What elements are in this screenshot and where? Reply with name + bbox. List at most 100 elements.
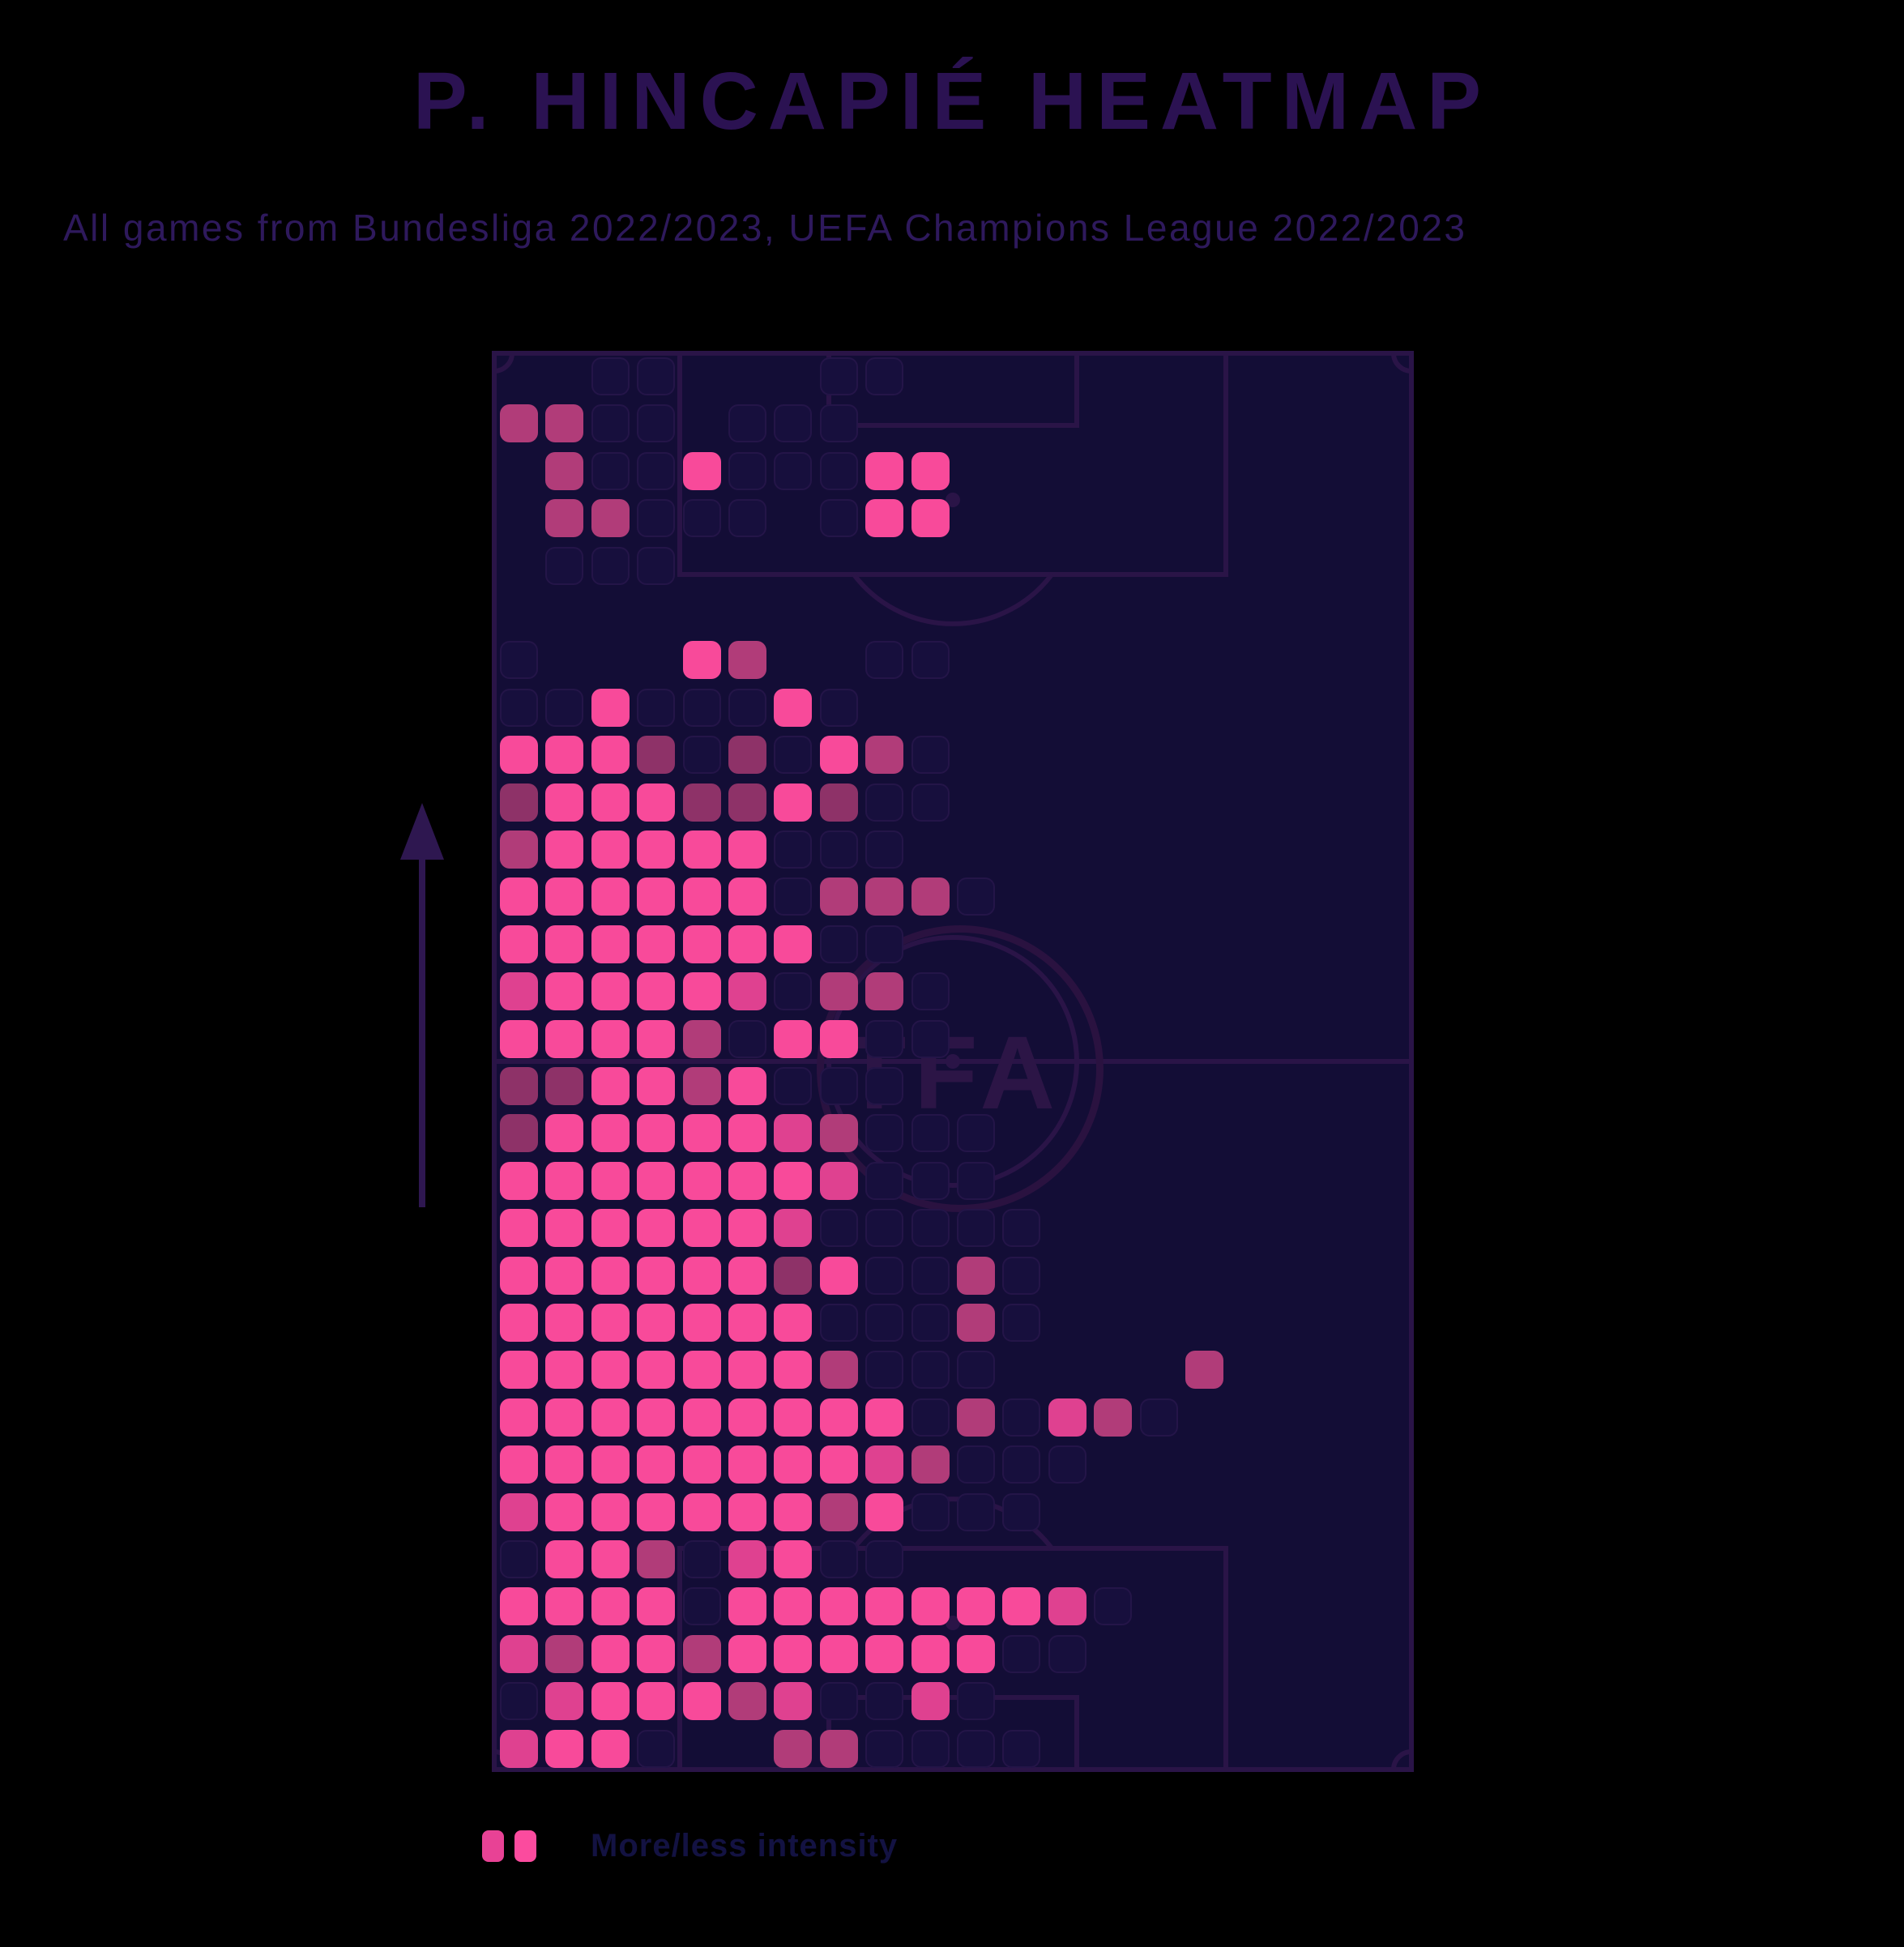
- heat-cell-ghost: [957, 1351, 995, 1389]
- heat-cell: [637, 925, 675, 963]
- heat-cell: [1094, 1398, 1132, 1437]
- heat-cell: [774, 1209, 812, 1247]
- heat-cell-ghost: [637, 452, 675, 490]
- heat-cell: [591, 1398, 630, 1437]
- heat-cell: [911, 1445, 950, 1484]
- heat-cell: [865, 1493, 903, 1531]
- heat-cell: [637, 783, 675, 822]
- heat-cell-ghost: [1002, 1493, 1040, 1531]
- heat-cell-ghost: [911, 1209, 950, 1247]
- heat-cell-ghost: [683, 499, 721, 537]
- heat-cell: [637, 1162, 675, 1200]
- heat-cell: [637, 1020, 675, 1058]
- heat-cell: [545, 452, 583, 490]
- heat-cell: [500, 925, 538, 963]
- heatmap-cells-layer: [492, 351, 1414, 1772]
- heat-cell-ghost: [774, 736, 812, 774]
- heat-cell: [1048, 1587, 1086, 1625]
- heat-cell: [865, 1398, 903, 1437]
- heat-cell-ghost: [865, 1304, 903, 1342]
- heat-cell: [911, 877, 950, 916]
- heat-cell-ghost: [728, 452, 766, 490]
- heat-cell-ghost: [957, 1682, 995, 1720]
- heat-cell: [820, 783, 858, 822]
- heat-cell: [545, 877, 583, 916]
- heat-cell: [820, 1635, 858, 1673]
- heat-cell: [728, 1162, 766, 1200]
- heat-cell-ghost: [774, 1067, 812, 1105]
- heat-cell-ghost: [820, 925, 858, 963]
- heat-cell: [728, 1351, 766, 1389]
- heat-cell: [683, 1398, 721, 1437]
- heat-cell: [591, 1493, 630, 1531]
- heat-cell-ghost: [683, 736, 721, 774]
- heat-cell: [728, 1682, 766, 1720]
- heat-cell: [728, 1493, 766, 1531]
- heat-cell-ghost: [957, 1209, 995, 1247]
- heat-cell: [774, 1445, 812, 1484]
- heat-cell-ghost: [545, 547, 583, 585]
- heat-cell: [911, 1587, 950, 1625]
- heat-cell-ghost: [865, 783, 903, 822]
- heat-cell: [683, 1304, 721, 1342]
- heat-cell: [545, 1635, 583, 1673]
- heat-cell: [728, 1587, 766, 1625]
- heat-cell-ghost: [774, 972, 812, 1010]
- heat-cell-ghost: [865, 641, 903, 679]
- heat-cell: [774, 925, 812, 963]
- heat-cell-ghost: [774, 877, 812, 916]
- heat-cell-ghost: [865, 925, 903, 963]
- heat-cell: [865, 499, 903, 537]
- heat-cell-ghost: [591, 357, 630, 395]
- heat-cell: [911, 499, 950, 537]
- heat-cell-ghost: [957, 1445, 995, 1484]
- heat-cell-ghost: [911, 1114, 950, 1152]
- heat-cell-ghost: [728, 689, 766, 727]
- heat-cell: [545, 1398, 583, 1437]
- heat-cell: [820, 736, 858, 774]
- heat-cell-ghost: [774, 404, 812, 442]
- heat-cell: [865, 452, 903, 490]
- heat-cell: [865, 1445, 903, 1484]
- heat-cell: [500, 736, 538, 774]
- heat-cell-ghost: [1002, 1257, 1040, 1295]
- heat-cell: [637, 1114, 675, 1152]
- heat-cell: [500, 1209, 538, 1247]
- heat-cell: [774, 1304, 812, 1342]
- heat-cell: [820, 1493, 858, 1531]
- heat-cell: [820, 1162, 858, 1200]
- heat-cell-ghost: [637, 357, 675, 395]
- heat-cell: [957, 1257, 995, 1295]
- heat-cell: [637, 736, 675, 774]
- heat-cell-ghost: [957, 877, 995, 916]
- heat-cell-ghost: [1140, 1398, 1178, 1437]
- heat-cell-ghost: [957, 1493, 995, 1531]
- heat-cell: [683, 783, 721, 822]
- heat-cell: [1002, 1587, 1040, 1625]
- heat-cell: [820, 1257, 858, 1295]
- heat-cell: [728, 1540, 766, 1578]
- penalty-spot-bottom: [946, 1616, 960, 1630]
- heat-cell: [591, 1020, 630, 1058]
- heat-cell-ghost: [820, 830, 858, 869]
- heat-cell: [774, 689, 812, 727]
- heat-cell: [545, 1067, 583, 1105]
- pitch-markings: [492, 351, 1414, 1772]
- heat-cell: [591, 830, 630, 869]
- heat-cell-ghost: [820, 1682, 858, 1720]
- heat-cell: [957, 1587, 995, 1625]
- heat-cell: [545, 1304, 583, 1342]
- heat-cell: [728, 1635, 766, 1673]
- heat-cell: [545, 1257, 583, 1295]
- heat-cell-ghost: [911, 736, 950, 774]
- heat-cell-ghost: [865, 357, 903, 395]
- page-title: P. HINCAPIÉ HEATMAP: [412, 56, 1491, 147]
- heat-cell: [683, 1114, 721, 1152]
- heat-cell-ghost: [911, 1730, 950, 1768]
- heat-cell-ghost: [957, 1114, 995, 1152]
- heat-cell: [545, 736, 583, 774]
- heat-cell: [637, 1493, 675, 1531]
- heat-cell: [683, 452, 721, 490]
- heat-cell-ghost: [865, 1730, 903, 1768]
- heat-cell: [500, 1067, 538, 1105]
